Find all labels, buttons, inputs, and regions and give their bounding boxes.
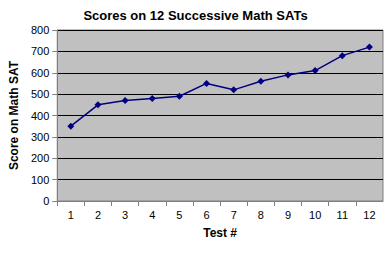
svg-text:600: 600: [31, 67, 49, 79]
svg-text:7: 7: [231, 209, 237, 221]
svg-text:9: 9: [285, 209, 291, 221]
svg-text:700: 700: [31, 45, 49, 57]
svg-text:Test #: Test #: [203, 226, 237, 240]
svg-text:500: 500: [31, 88, 49, 100]
svg-text:400: 400: [31, 110, 49, 122]
svg-text:1: 1: [68, 209, 74, 221]
svg-text:5: 5: [176, 209, 182, 221]
svg-text:2: 2: [95, 209, 101, 221]
svg-text:8: 8: [258, 209, 264, 221]
svg-text:4: 4: [149, 209, 155, 221]
svg-text:6: 6: [203, 209, 209, 221]
svg-text:3: 3: [122, 209, 128, 221]
svg-text:0: 0: [43, 195, 49, 207]
svg-text:11: 11: [337, 209, 348, 221]
svg-text:800: 800: [31, 24, 49, 36]
svg-text:200: 200: [31, 152, 49, 164]
svg-text:12: 12: [363, 209, 375, 221]
svg-text:Score on Math SAT: Score on Math SAT: [7, 60, 21, 170]
svg-text:Scores on 12 Successive Math S: Scores on 12 Successive Math SATs: [83, 8, 307, 23]
svg-text:10: 10: [309, 209, 321, 221]
svg-text:300: 300: [31, 131, 49, 143]
svg-text:100: 100: [31, 174, 49, 186]
